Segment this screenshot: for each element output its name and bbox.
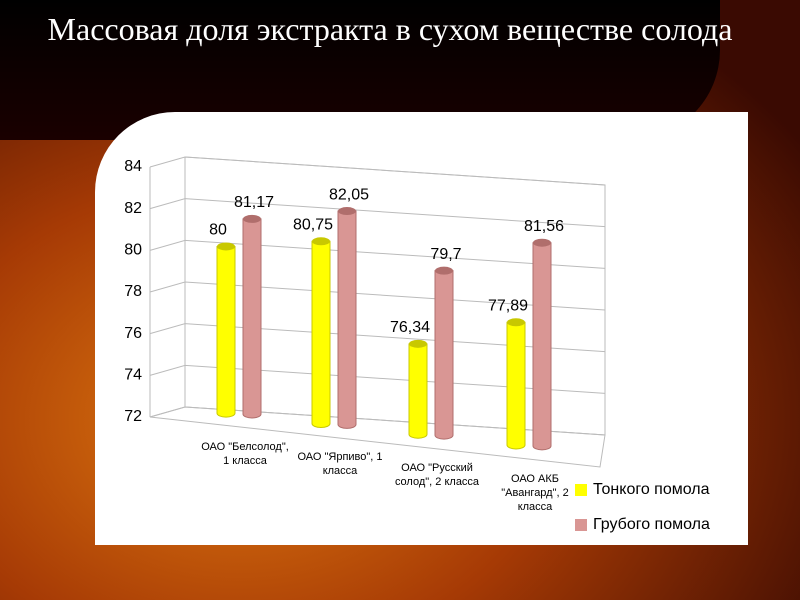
x-tick-label: ОАО "Ярпиво", 1 класса xyxy=(297,451,383,478)
bar-part xyxy=(409,339,427,348)
grid-line xyxy=(149,198,606,228)
value-label: 76,34 xyxy=(390,319,430,336)
y-tick-label: 82 xyxy=(124,200,142,217)
legend-swatch xyxy=(575,519,587,531)
y-tick-label: 78 xyxy=(124,283,142,300)
grid-line xyxy=(149,239,606,269)
value-label: 81,17 xyxy=(234,194,274,211)
bar-part xyxy=(532,242,552,451)
bar-part xyxy=(337,210,357,429)
value-label: 79,7 xyxy=(430,246,461,263)
bar-part xyxy=(243,214,261,223)
grid-line xyxy=(149,364,606,394)
bar xyxy=(506,318,526,450)
bar-part xyxy=(434,270,454,440)
x-tick-label: ОАО АКБ "Авангард", 2 класса xyxy=(501,472,569,513)
bar-part xyxy=(533,238,551,247)
bar-part xyxy=(338,207,356,216)
value-label: 77,89 xyxy=(488,298,528,315)
value-label: 82,05 xyxy=(329,186,369,203)
bar xyxy=(242,214,262,419)
y-tick-label: 74 xyxy=(124,367,142,384)
x-tick-label: ОАО "Белсолод", 1 класса xyxy=(201,440,289,467)
bar-part xyxy=(506,321,526,450)
bar-part xyxy=(217,242,235,251)
bar xyxy=(532,238,552,451)
bar-part xyxy=(311,240,331,429)
bar xyxy=(434,266,454,440)
grid-line xyxy=(149,323,606,353)
grid-line xyxy=(149,156,606,186)
bar xyxy=(216,242,236,418)
y-tick-label: 72 xyxy=(124,408,142,425)
grid-line xyxy=(149,281,606,311)
bar-part xyxy=(242,218,262,419)
grid-line xyxy=(149,406,606,436)
x-tick-label: ОАО "Русский солод", 2 класса xyxy=(394,461,480,488)
value-label: 80,75 xyxy=(293,216,333,233)
bar-part xyxy=(312,237,330,246)
bar xyxy=(408,339,428,439)
value-label: 81,56 xyxy=(524,218,564,235)
y-tick-label: 76 xyxy=(124,325,142,342)
bar-part xyxy=(435,266,453,275)
value-label: 80 xyxy=(209,222,227,239)
bar xyxy=(337,207,357,429)
legend-label: Тонкого помола xyxy=(593,481,710,498)
bar xyxy=(311,237,331,429)
bar-part xyxy=(216,245,236,418)
y-tick-label: 80 xyxy=(124,242,142,259)
bar-part xyxy=(507,318,525,327)
legend-label: Грубого помола xyxy=(593,516,710,533)
chart-title: Массовая доля экстракта в сухом веществе… xyxy=(47,11,733,47)
bar-part xyxy=(408,343,428,439)
y-tick-label: 84 xyxy=(124,158,142,175)
legend-swatch xyxy=(575,484,587,496)
